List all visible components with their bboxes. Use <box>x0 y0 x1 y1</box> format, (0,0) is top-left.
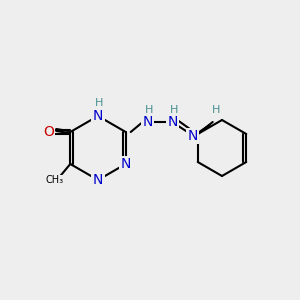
Text: H: H <box>145 105 153 115</box>
Text: N: N <box>188 129 198 143</box>
Text: H: H <box>95 98 103 108</box>
Text: H: H <box>212 105 220 115</box>
Text: N: N <box>142 115 153 129</box>
Text: O: O <box>43 125 54 139</box>
Text: N: N <box>167 115 178 129</box>
Text: N: N <box>93 109 103 123</box>
Text: CH₃: CH₃ <box>45 175 63 185</box>
Text: N: N <box>121 157 131 171</box>
Text: H: H <box>169 105 178 115</box>
Text: N: N <box>93 173 103 187</box>
